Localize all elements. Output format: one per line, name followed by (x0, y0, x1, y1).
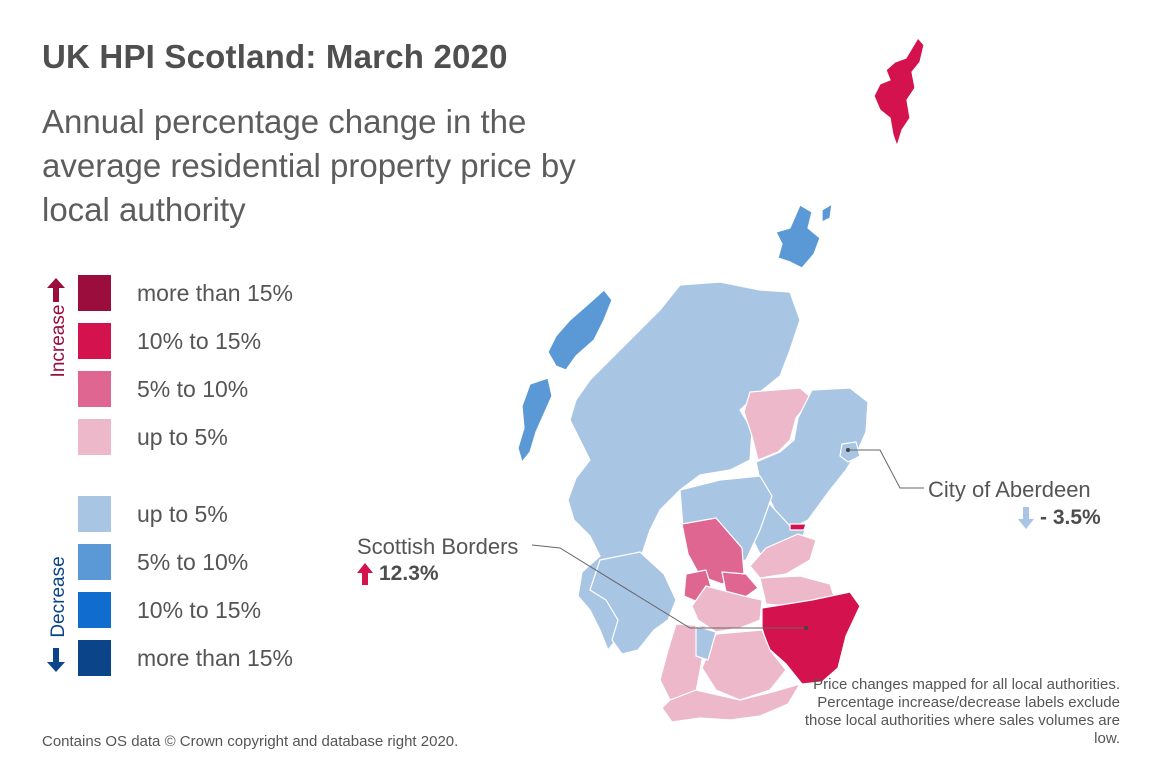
region-orkney-north (821, 203, 833, 223)
borders-value: 12.3% (357, 562, 439, 586)
source-note: Contains OS data © Crown copyright and d… (42, 733, 459, 750)
legend-item-label: 10% to 15% (137, 596, 262, 623)
legend-swatch (78, 371, 111, 407)
legend-swatch (78, 592, 111, 628)
legend-item: up to 5% (78, 496, 228, 532)
aberdeen-value: - 3.5% (1018, 506, 1101, 530)
increase-arrow-icon (357, 563, 373, 585)
legend-item: 5% to 10% (78, 371, 248, 407)
legend-swatch (78, 419, 111, 455)
region-falkirk (721, 571, 759, 599)
region-dundee (789, 523, 807, 531)
legend-item: 5% to 10% (78, 544, 248, 580)
borders-marker (804, 626, 808, 630)
region-outer-hebrides (547, 289, 613, 371)
legend-item-label: more than 15% (137, 644, 293, 671)
increase-arrow-icon (47, 278, 65, 302)
decrease-arrow-icon (47, 648, 65, 672)
region-outer-hebrides-south (517, 377, 553, 463)
legend-swatch (78, 640, 111, 676)
legend-item-label: 5% to 10% (137, 375, 249, 402)
borders-value-text: 12.3% (379, 562, 439, 585)
region-moray (743, 387, 813, 461)
aberdeen-value-text: - 3.5% (1040, 506, 1101, 529)
legend-swatch (78, 275, 111, 311)
region-south-lanark (701, 629, 787, 701)
legend-swatch (78, 323, 111, 359)
region-argyll (589, 551, 677, 655)
legend-item-label: 5% to 10% (137, 548, 249, 575)
legend-swatch (78, 496, 111, 532)
legend-item: 10% to 15% (78, 592, 261, 628)
legend-item-label: 10% to 15% (137, 327, 262, 354)
region-orkney (775, 204, 821, 269)
legend-swatch (78, 544, 111, 580)
legend-item-label: up to 5% (137, 423, 228, 450)
aberdeen-name: City of Aberdeen (928, 477, 1091, 502)
legend-item-label: more than 15% (137, 279, 293, 306)
region-fife (749, 533, 817, 579)
legend-item: more than 15% (78, 640, 293, 676)
aberdeen-marker (846, 448, 850, 452)
region-shetland (873, 37, 925, 147)
legend-item: 10% to 15% (78, 323, 261, 359)
borders-name: Scottish Borders (357, 534, 519, 559)
decrease-arrow-icon (1018, 507, 1034, 529)
legend-item: up to 5% (78, 419, 228, 455)
legend-item: more than 15% (78, 275, 293, 311)
region-east-renfrew (695, 625, 717, 661)
legend-item-label: up to 5% (137, 500, 228, 527)
aberdeen-leader-line (848, 449, 924, 489)
methodology-note: Price changes mapped for all local autho… (804, 676, 1120, 747)
borders-leader-line (531, 544, 806, 629)
region-aberdeen (839, 441, 861, 463)
region-dumfries (661, 683, 801, 723)
map-title: UK HPI Scotland: March 2020 (42, 38, 508, 75)
map-subtitle: Annual percentage change in the average … (42, 103, 576, 228)
